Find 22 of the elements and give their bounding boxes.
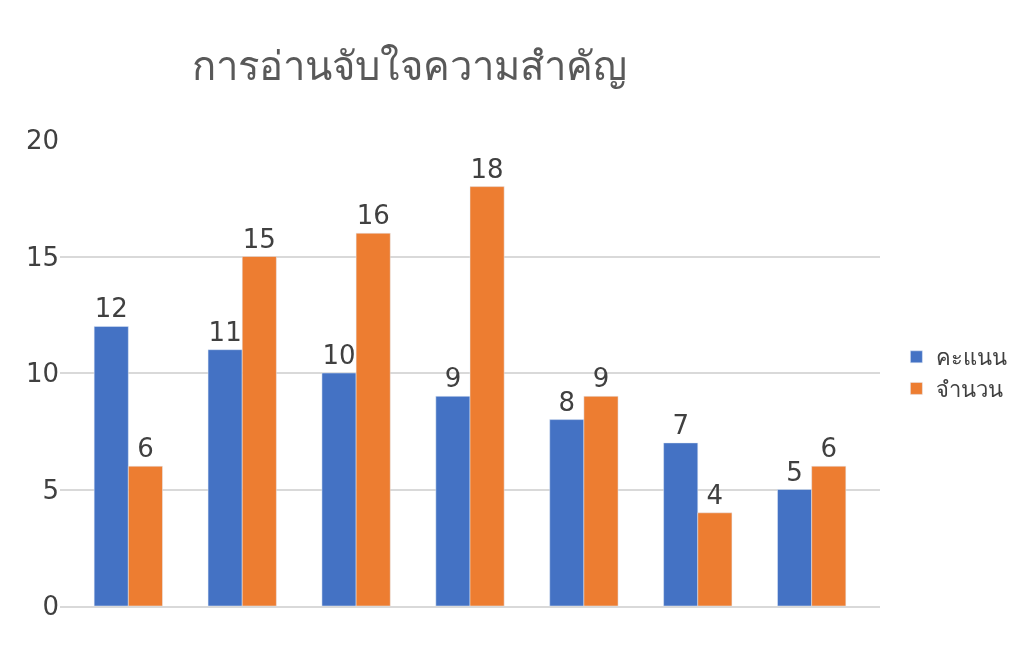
data-label: 16 (356, 200, 390, 231)
data-label: 15 (242, 223, 276, 254)
data-label: 9 (444, 363, 462, 394)
data-label: 9 (592, 363, 610, 394)
data-label: 8 (558, 386, 576, 417)
data-label: 6 (820, 433, 838, 464)
y-tick-label: 15 (25, 241, 59, 272)
data-label: 6 (137, 433, 154, 464)
data-label: 4 (706, 479, 724, 510)
y-tick-label: 0 (42, 591, 59, 622)
data-label: 7 (672, 409, 689, 440)
data-label: 11 (208, 316, 242, 347)
y-tick-label: 10 (25, 358, 59, 389)
legend-label: จำนวน (936, 376, 1004, 402)
data-label: 12 (94, 293, 128, 324)
y-tick-label: 20 (25, 125, 59, 156)
legend-label: คะแนน (936, 345, 1008, 371)
data-label: 18 (470, 153, 504, 184)
y-tick-label: 5 (42, 474, 59, 505)
chart-title: การอ่านจับใจความสำคัญ (192, 43, 628, 90)
data-label: 5 (786, 456, 803, 487)
data-label: 10 (322, 340, 356, 370)
